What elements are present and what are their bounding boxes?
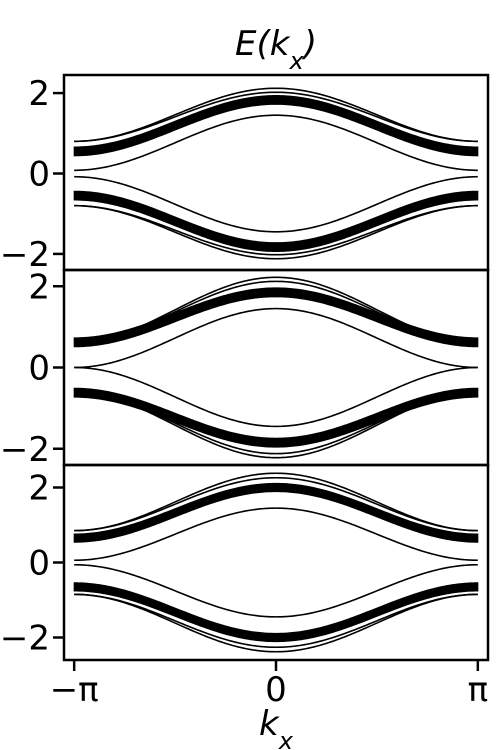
bulk-band-lower: [73, 582, 479, 643]
x-tick-label: −π: [50, 670, 99, 710]
edge-state-line-3-lower: [74, 366, 478, 428]
bulk-band-lower: [73, 387, 479, 448]
bulk-band-upper: [73, 287, 479, 348]
edge-state-line-1-upper: [74, 276, 478, 344]
y-tick-label: 2: [28, 74, 50, 114]
panel-frame: [62, 463, 490, 662]
y-tick-label: 0: [28, 349, 50, 389]
edge-state-line-3-upper: [74, 114, 478, 172]
edge-state-line-3-upper: [74, 307, 478, 369]
y-tick-label: 2: [28, 469, 50, 509]
edge-state-line-2-upper: [74, 280, 478, 344]
edge-state-line-1-lower: [74, 391, 478, 459]
edge-state-line-2-lower: [74, 391, 478, 455]
edge-state-line-2-lower: [74, 593, 478, 649]
edge-state-line-3-lower: [74, 563, 478, 618]
edge-state-line-1-lower: [74, 593, 478, 653]
x-axis: −π 0 π: [50, 660, 488, 710]
bulk-band-upper: [73, 482, 479, 543]
panels: −202−202−202: [0, 73, 490, 662]
y-tick-label: −2: [0, 235, 50, 275]
x-tick-label: 0: [265, 670, 287, 710]
edge-state-line-2-upper: [74, 476, 478, 532]
panel-frame: [62, 268, 490, 467]
bulk-band-upper: [73, 95, 479, 157]
x-tick-label: π: [468, 670, 488, 710]
chart-title: E(kx): [235, 24, 317, 75]
edge-state-line-3-upper: [74, 507, 478, 562]
y-tick-label: 2: [28, 267, 50, 307]
panel-2: −2 0 2: [0, 267, 490, 470]
edge-state-line-1-upper: [74, 87, 478, 143]
edge-state-line-1-lower: [74, 204, 478, 260]
y-tick-label: −2: [0, 619, 50, 659]
edge-state-line-1-upper: [74, 472, 478, 532]
edge-state-line-2-upper: [74, 91, 478, 143]
edge-state-line-2-lower: [74, 204, 478, 256]
y-tick-label: −2: [0, 430, 50, 470]
edge-state-line-3-lower: [74, 175, 478, 233]
y-tick-label: 0: [28, 544, 50, 584]
panel-1: −2 0 2: [0, 73, 490, 275]
bulk-band-lower: [73, 190, 479, 253]
y-tick-label: 0: [28, 155, 50, 195]
x-axis-label: kx: [259, 704, 294, 750]
panel-3: −2 0 2: [0, 463, 490, 662]
